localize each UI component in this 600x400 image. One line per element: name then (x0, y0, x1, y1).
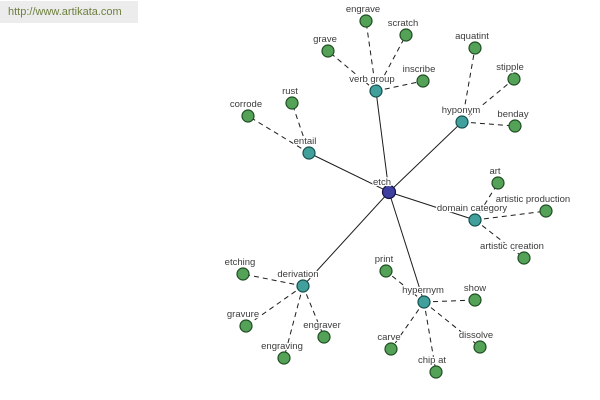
edge-hyponym-aquatint (461, 47, 476, 123)
label-inscribe: inscribe (403, 64, 436, 75)
label-artistic-creation: artistic creation (480, 241, 544, 252)
edge-verb-group-engrave (365, 20, 377, 92)
label-grave: grave (313, 34, 337, 45)
node-aquatint[interactable] (468, 41, 482, 55)
label-show: show (464, 283, 486, 294)
label-print: print (375, 254, 394, 265)
edge-entail-corrode (247, 115, 310, 154)
label-hypernym: hypernym (402, 285, 444, 296)
label-benday: benday (497, 109, 528, 120)
node-grave[interactable] (321, 44, 335, 58)
label-verb-group: verb group (349, 74, 394, 85)
label-artistic-production: artistic production (496, 194, 570, 205)
label-stipple: stipple (496, 62, 523, 73)
node-etching[interactable] (236, 267, 250, 281)
edge-verb-group-inscribe (375, 80, 424, 92)
edge-hyponym-benday (461, 121, 516, 127)
node-scratch[interactable] (399, 28, 413, 42)
edge-derivation-etching (242, 273, 304, 287)
label-carve: carve (377, 332, 400, 343)
label-etching: etching (225, 257, 256, 268)
label-domain-category: domain category (437, 203, 507, 214)
edge-verb-group-grave (327, 50, 377, 92)
url-text: http://www.artikata.com (8, 6, 122, 18)
node-rust[interactable] (285, 96, 299, 110)
edge-verb-group-scratch (375, 34, 407, 92)
edge-domain-category-artistic-creation (474, 219, 525, 259)
node-artistic-production[interactable] (539, 204, 553, 218)
label-chip-at: chip at (418, 355, 446, 366)
edge-hypernym-chip-at (423, 301, 437, 373)
label-aquatint: aquatint (455, 31, 489, 42)
label-dissolve: dissolve (459, 330, 493, 341)
node-engraving[interactable] (277, 351, 291, 365)
edge-etch-derivation (302, 191, 390, 287)
label-hyponym: hyponym (442, 105, 481, 116)
label-corrode: corrode (230, 99, 262, 110)
label-scratch: scratch (388, 18, 419, 29)
node-verb-group[interactable] (369, 84, 383, 98)
url-bar[interactable]: http://www.artikata.com (0, 1, 138, 23)
node-derivation[interactable] (296, 279, 310, 293)
edge-hypernym-dissolve (423, 301, 481, 348)
edge-derivation-engraving (283, 285, 304, 359)
label-gravure: gravure (227, 309, 259, 320)
label-etch: etch (373, 177, 391, 188)
label-entail: entail (294, 136, 317, 147)
node-gravure[interactable] (239, 319, 253, 333)
node-stipple[interactable] (507, 72, 521, 86)
edge-etch-hypernym (388, 191, 425, 303)
edge-hyponym-stipple (461, 78, 515, 123)
edge-etch-entail (308, 152, 390, 193)
edge-etch-hyponym (388, 121, 463, 193)
node-benday[interactable] (508, 119, 522, 133)
label-engrave: engrave (346, 4, 380, 15)
edge-derivation-gravure (245, 285, 304, 327)
node-show[interactable] (468, 293, 482, 307)
node-chip-at[interactable] (429, 365, 443, 379)
node-carve[interactable] (384, 342, 398, 356)
edge-hypernym-print (385, 270, 425, 303)
node-engraver[interactable] (317, 330, 331, 344)
edge-domain-category-art (474, 182, 499, 221)
node-domain-category[interactable] (468, 213, 482, 227)
edge-derivation-engraver (302, 285, 325, 338)
node-print[interactable] (379, 264, 393, 278)
node-artistic-creation[interactable] (517, 251, 531, 265)
label-engraver: engraver (303, 320, 341, 331)
edge-hypernym-show (423, 299, 476, 303)
label-engraving: engraving (261, 341, 303, 352)
node-hyponym[interactable] (455, 115, 469, 129)
edge-hypernym-carve (390, 301, 425, 350)
edge-etch-domain-category (388, 191, 476, 221)
edge-etch-verb-group (375, 90, 390, 193)
node-entail[interactable] (302, 146, 316, 160)
edge-domain-category-artistic-production (474, 210, 547, 221)
node-hypernym[interactable] (417, 295, 431, 309)
node-art[interactable] (491, 176, 505, 190)
node-corrode[interactable] (241, 109, 255, 123)
node-engrave[interactable] (359, 14, 373, 28)
label-rust: rust (282, 86, 298, 97)
label-derivation: derivation (277, 269, 318, 280)
node-etch[interactable] (381, 184, 397, 200)
node-dissolve[interactable] (473, 340, 487, 354)
label-art: art (489, 166, 500, 177)
node-inscribe[interactable] (416, 74, 430, 88)
